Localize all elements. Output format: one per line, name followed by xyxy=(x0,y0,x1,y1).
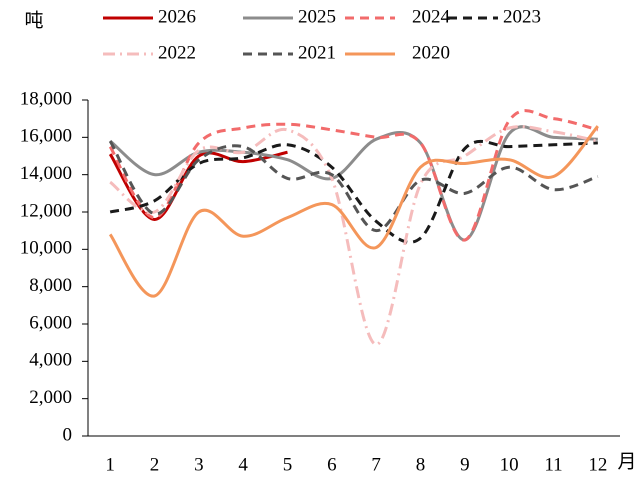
series-line xyxy=(108,125,599,298)
x-tick-label: 9 xyxy=(460,454,470,475)
y-tick-label: 18,000 xyxy=(20,88,72,109)
x-tick-label: 11 xyxy=(544,454,562,475)
y-tick-label: 12,000 xyxy=(20,200,72,221)
legend-label: 2021 xyxy=(298,42,336,63)
y-tick-label: 14,000 xyxy=(20,163,72,184)
y-tick-label: 2,000 xyxy=(29,387,72,408)
x-tick-label: 3 xyxy=(194,454,204,475)
series-line xyxy=(108,140,599,233)
legend-label: 2024 xyxy=(412,6,451,27)
legend-label: 2020 xyxy=(412,42,450,63)
x-tick-label: 2 xyxy=(150,454,160,475)
series-line xyxy=(108,150,288,221)
series-line xyxy=(109,125,598,242)
legend-label: 2022 xyxy=(158,42,196,63)
y-axis-label: 吨 xyxy=(24,9,43,31)
y-tick-label: 6,000 xyxy=(29,312,72,333)
y-tick-label: 16,000 xyxy=(20,126,72,147)
x-tick-label: 4 xyxy=(238,454,248,475)
legend-label: 2023 xyxy=(503,6,541,27)
series-line xyxy=(108,109,599,242)
legend-label: 2025 xyxy=(298,6,336,27)
y-tick-label: 4,000 xyxy=(29,350,72,371)
y-tick-label: 0 xyxy=(63,424,73,445)
x-axis-label: 月 xyxy=(617,451,636,472)
x-tick-label: 6 xyxy=(327,454,337,475)
series-line xyxy=(109,125,599,347)
x-tick-label: 1 xyxy=(105,454,115,475)
x-tick-label: 5 xyxy=(283,454,293,475)
x-tick-label: 10 xyxy=(500,454,519,475)
y-tick-label: 10,000 xyxy=(20,238,72,259)
y-tick-label: 8,000 xyxy=(29,275,72,296)
series-line xyxy=(109,139,598,244)
x-tick-label: 12 xyxy=(588,454,607,475)
x-tick-label: 7 xyxy=(371,454,381,475)
legend-label: 2026 xyxy=(158,6,196,27)
x-tick-label: 8 xyxy=(416,454,426,475)
